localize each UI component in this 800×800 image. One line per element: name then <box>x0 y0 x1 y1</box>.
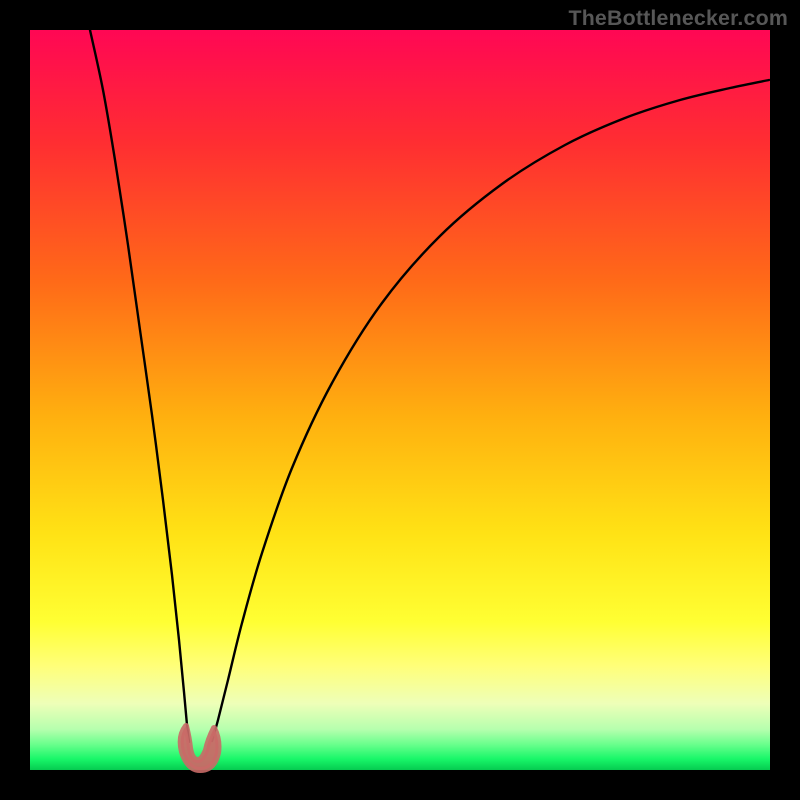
bottleneck-chart <box>0 0 800 800</box>
chart-stage: TheBottlenecker.com <box>0 0 800 800</box>
attribution-text: TheBottlenecker.com <box>568 6 788 31</box>
gradient-plot-area <box>30 30 770 770</box>
